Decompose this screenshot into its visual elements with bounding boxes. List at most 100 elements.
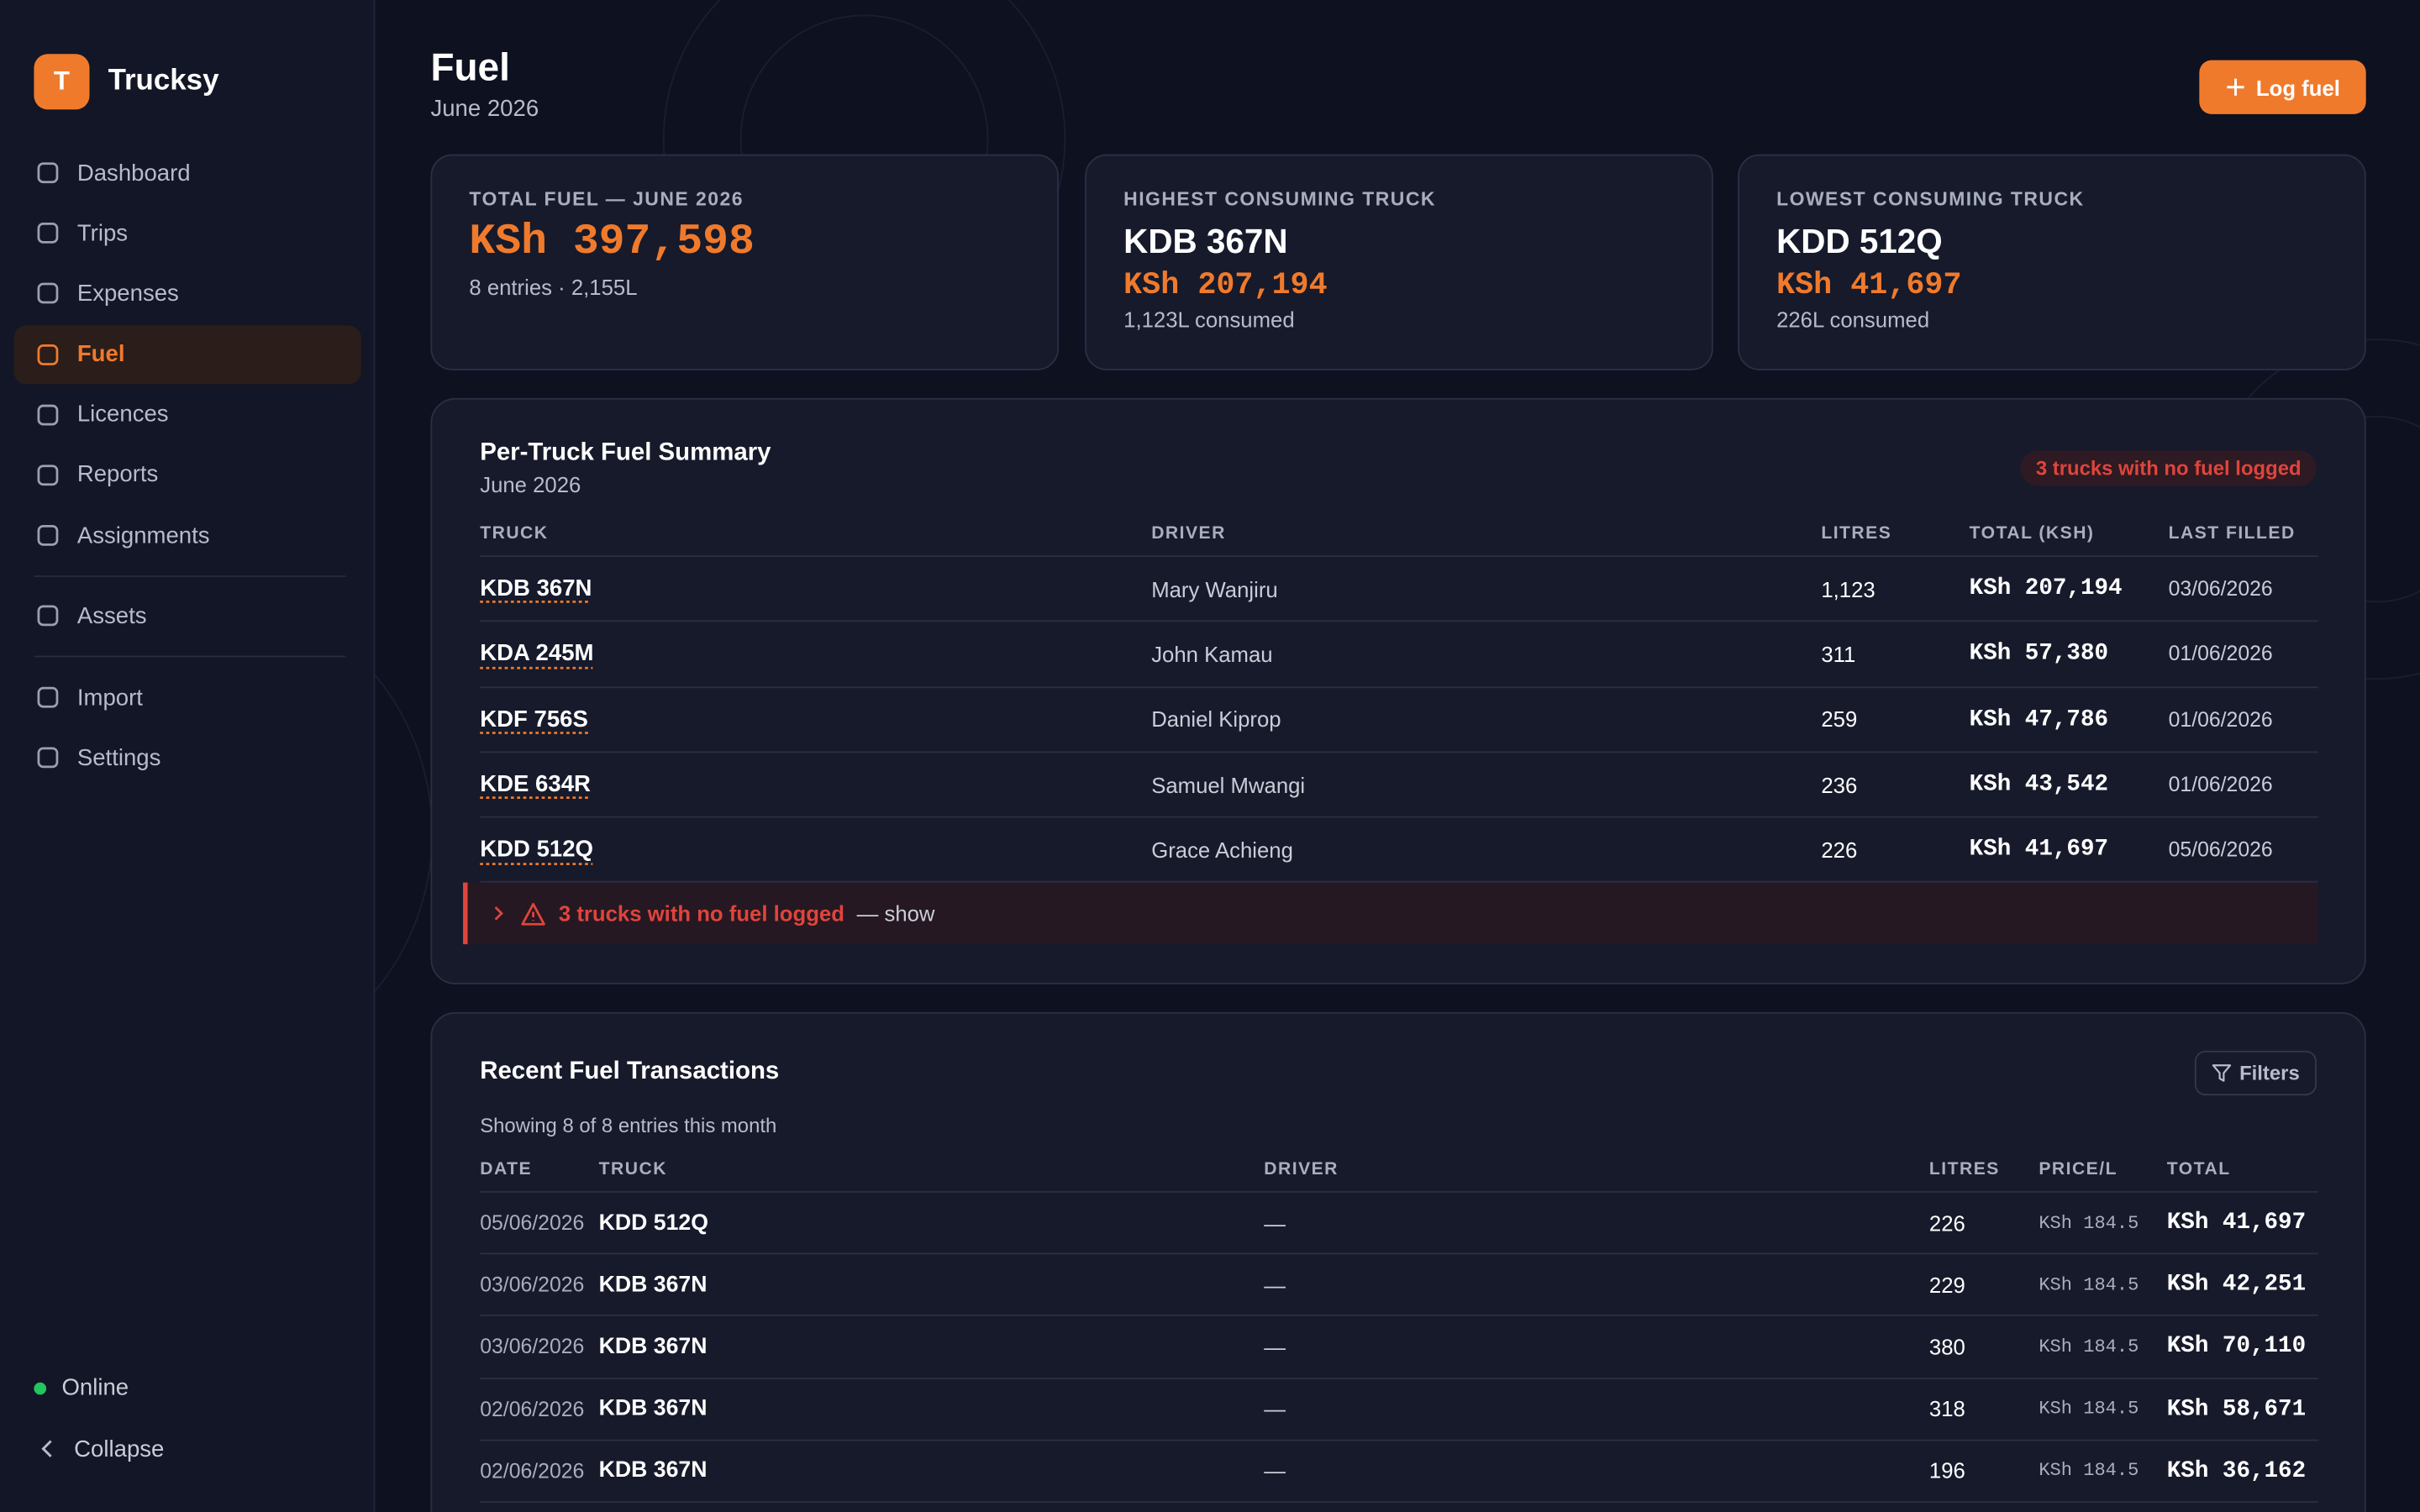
collapse-button[interactable]: Collapse [34, 1435, 164, 1462]
table-cell: KSh 43,542 [1969, 771, 2109, 798]
table-cell: 1,123 [1821, 576, 1876, 601]
table-cell: KSh 42,251 [2166, 1271, 2307, 1299]
filters-button[interactable]: Filters [2194, 1050, 2317, 1096]
warning-icon [521, 902, 545, 925]
nav-label: Assets [76, 602, 147, 629]
table-row: 03/06/2026 KDB 367N — 229 KSh 184.5 KSh 42,25… [480, 1255, 2318, 1317]
stat-card: HIGHEST CONSUMING TRUCK KDB 367N KSh 207,1… [1085, 154, 1713, 370]
nav-assets: Assets [14, 586, 361, 647]
table-cell: KSh 70,110 [2166, 1333, 2307, 1361]
transactions-title: Recent Fuel Transactions [480, 1058, 780, 1085]
column-header: TRUCK [480, 523, 549, 543]
column-header: DRIVER [1151, 523, 1226, 543]
table-header: TRUCK DRIVER LITRES TOTAL (KSH) LAST FILLED [480, 511, 2318, 558]
nav-icon [37, 525, 59, 546]
nav-item[interactable]: Reports [14, 446, 361, 505]
table-header: DATE TRUCK DRIVER LITRES PRICE/L TOTAL [480, 1147, 2318, 1193]
plus-icon [2227, 78, 2244, 96]
nav-item[interactable]: Fuel [13, 324, 361, 384]
table-cell: 03/06/2026 [480, 1273, 585, 1297]
table-cell: KDB 367N [598, 1458, 708, 1483]
table-cell: KSh 207,194 [1969, 575, 2123, 602]
table-row: KDB 367N Mary Wanjiru 1,123 KSh 207,194 03/0… [480, 557, 2318, 622]
nav-item[interactable]: Import [14, 668, 361, 727]
table-cell: KSh 58,671 [2166, 1395, 2307, 1422]
stat-truck: KDB 367N [1123, 222, 1288, 261]
transactions-panel: Recent Fuel Transactions Filters Showing… [430, 1011, 2366, 1512]
filter-icon [2212, 1064, 2232, 1082]
table-row: 02/06/2026 KDB 367N — 196 KSh 184.5 KSh 36,16… [480, 1441, 2318, 1503]
table-row: 03/06/2026 KDB 367N — 380 KSh 184.5 KSh 70,11… [480, 1316, 2318, 1379]
stat-sub: 1,123L consumed [1123, 307, 1295, 332]
table-cell: John Kamau [1151, 641, 1273, 667]
table-cell: — [1264, 1272, 1286, 1298]
nav-item[interactable]: Expenses [14, 265, 361, 323]
table-cell: 03/06/2026 [480, 1335, 585, 1359]
table-cell: 02/06/2026 [480, 1459, 585, 1483]
log-fuel-button[interactable]: Log fuel [2199, 60, 2366, 114]
table-cell: 05/06/2026 [480, 1211, 585, 1235]
table-cell: 229 [1928, 1272, 1965, 1298]
summary-title: Per-Truck Fuel Summary [480, 439, 771, 466]
column-header: TOTAL (KSH) [1969, 523, 2095, 543]
status-dot [34, 1381, 47, 1394]
table-cell: Grace Achieng [1151, 837, 1293, 863]
table-cell: 259 [1821, 706, 1858, 732]
nav-icon [37, 686, 59, 708]
separator [34, 655, 346, 658]
nav-label: Reports [76, 461, 159, 489]
table-row: 02/06/2026 KDB 367N — 318 KSh 184.5 KSh 58,67… [480, 1378, 2318, 1441]
table-cell: 380 [1928, 1334, 1965, 1360]
nav-tools: Import Settings [14, 668, 361, 789]
transactions-note: Showing 8 of 8 entries this month [480, 1114, 777, 1137]
nav-label: Licences [76, 402, 169, 428]
table-cell: 318 [1928, 1396, 1965, 1421]
nav-icon [37, 223, 59, 244]
nav-item[interactable]: Assignments [14, 507, 361, 565]
stat-label: HIGHEST CONSUMING TRUCK [1123, 188, 1436, 210]
table-row: 05/06/2026 KDD 512Q — 226 KSh 184.5 KSh 41,69… [480, 1193, 2318, 1255]
alert-action[interactable]: — show [856, 900, 935, 927]
nav-item[interactable]: Licences [14, 386, 361, 444]
table-cell: Daniel Kiprop [1151, 706, 1281, 732]
status-text: Online [61, 1374, 129, 1401]
table-cell: KDD 512Q [480, 837, 1151, 863]
no-fuel-alert[interactable]: 3 trucks with no fuel logged — show [463, 882, 2318, 945]
nav-label: Fuel [76, 341, 125, 368]
nav-icon [37, 465, 59, 486]
truck-link[interactable]: KDD 512Q [480, 837, 593, 864]
summary-panel: Per-Truck Fuel Summary June 2026 3 truck… [430, 397, 2366, 984]
summary-table: TRUCK DRIVER LITRES TOTAL (KSH) LAST FILLED K… [480, 511, 2318, 884]
table-cell: KSh 57,380 [1969, 641, 2109, 668]
stat-card: TOTAL FUEL — JUNE 2026 KSh 397,598 8 entri… [430, 154, 1059, 370]
warning-badge: 3 trucks with no fuel logged [2020, 450, 2317, 486]
nav-item[interactable]: Trips [14, 204, 361, 263]
nav-item[interactable]: Settings [14, 728, 361, 787]
table-row: KDE 634R Samuel Mwangi 236 KSh 43,542 01/06/… [480, 753, 2318, 818]
truck-link[interactable]: KDA 245M [480, 641, 594, 668]
column-header: DATE [480, 1159, 533, 1179]
table-cell: KDB 367N [480, 575, 1151, 601]
table-cell: KSh 41,697 [1969, 837, 2109, 864]
truck-link[interactable]: KDE 634R [480, 771, 591, 798]
sidebar: T Trucksy Dashboard Trips Expenses Fuel Lice… [0, 0, 376, 1512]
truck-link[interactable]: KDF 756S [480, 706, 588, 732]
chevron-icon [494, 906, 503, 921]
table-cell: KDA 245M [480, 641, 1151, 667]
table-cell: KDE 634R [480, 771, 1151, 797]
table-cell: — [1264, 1458, 1286, 1483]
table-cell: KSh 36,162 [2166, 1457, 2307, 1484]
nav-icon [37, 283, 59, 305]
stat-label: TOTAL FUEL — JUNE 2026 [469, 188, 744, 210]
nav-main: Dashboard Trips Expenses Fuel Licences Report… [13, 144, 361, 567]
stat-sub: 226L consumed [1776, 307, 1930, 332]
stat-value: KSh 207,194 [1123, 268, 1328, 304]
nav-item[interactable]: Dashboard [14, 144, 361, 202]
column-header: TRUCK [598, 1159, 667, 1179]
truck-link[interactable]: KDB 367N [480, 575, 592, 602]
nav-label: Import [76, 684, 143, 711]
table-cell: KSh 41,697 [2166, 1210, 2307, 1236]
nav-item[interactable]: Assets [14, 586, 361, 645]
table-cell: KSh 184.5 [2039, 1398, 2139, 1420]
